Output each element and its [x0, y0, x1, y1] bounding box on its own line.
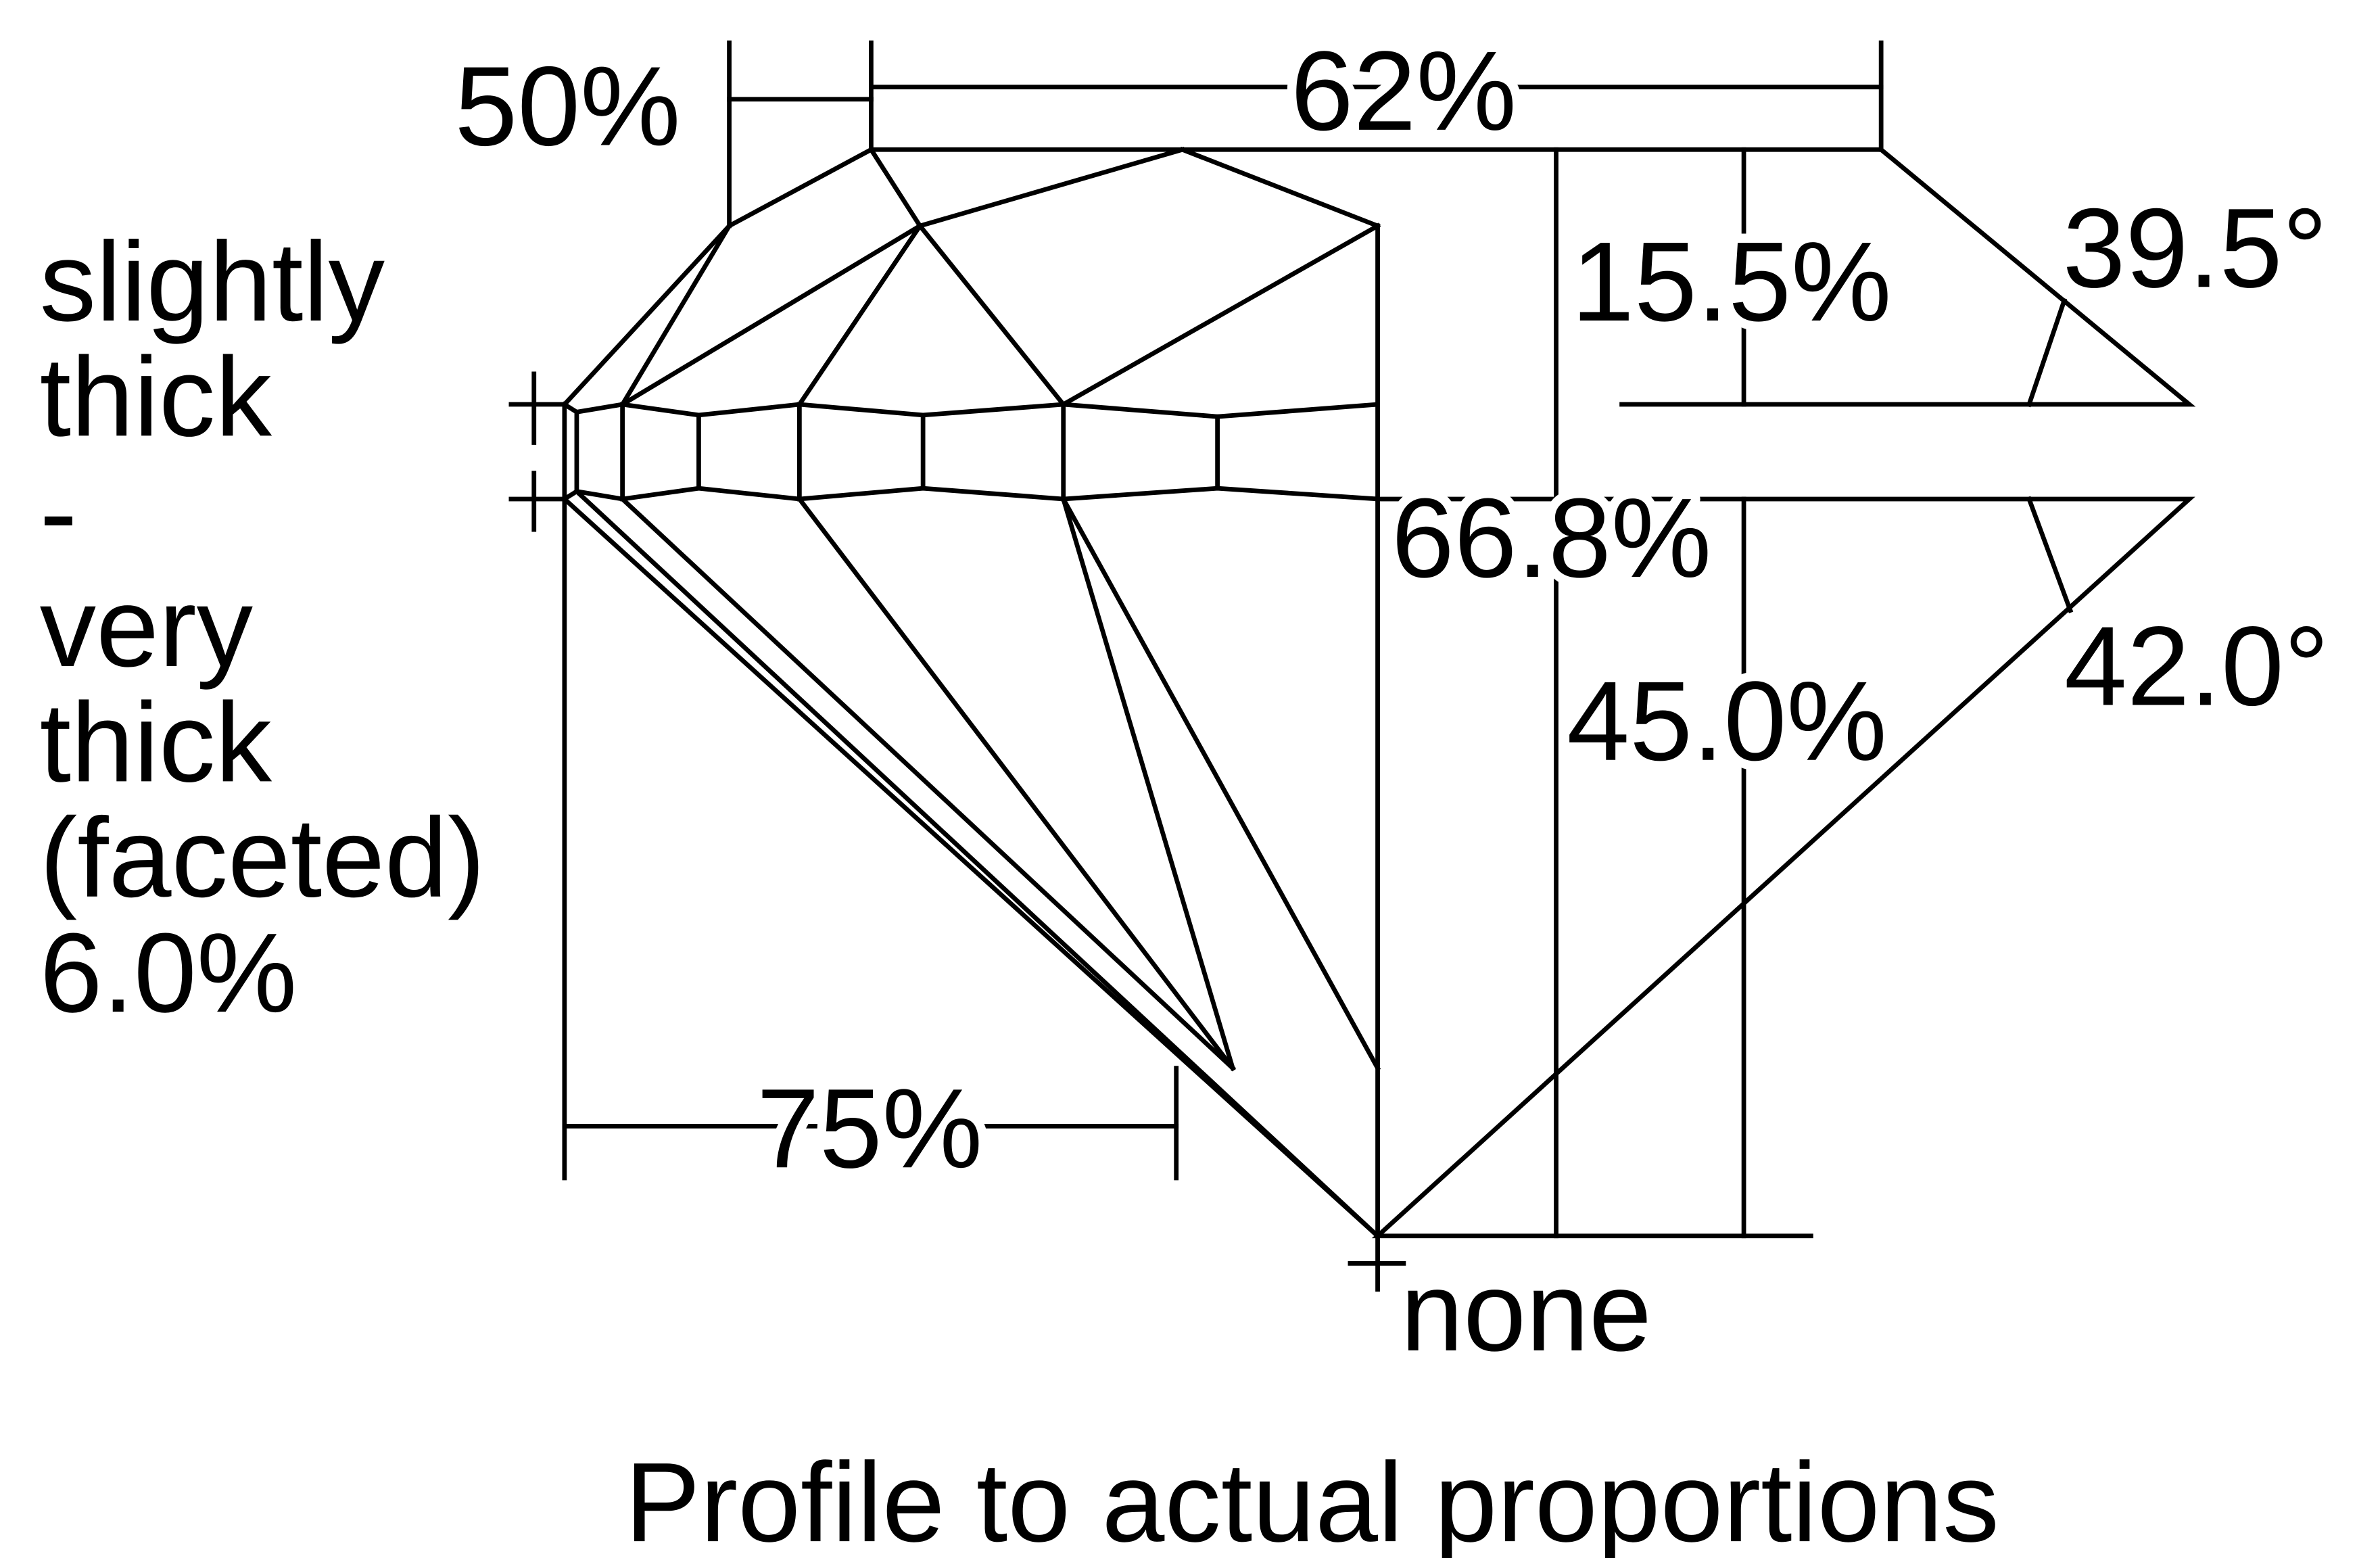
girdle-line: - — [40, 450, 78, 575]
girdle-line: thick — [40, 334, 272, 460]
girdle-line: 6.0% — [40, 910, 298, 1036]
label: none — [1400, 1249, 1651, 1375]
label: 66.8% — [1391, 475, 1711, 601]
girdle-line: thick — [40, 680, 272, 805]
girdle-line: (faceted) — [40, 795, 485, 921]
label: 15.5% — [1571, 219, 1891, 345]
label: 62% — [1291, 28, 1517, 154]
label: 50% — [454, 43, 680, 169]
girdle-line: slightly — [40, 219, 385, 345]
label: 45.0% — [1567, 659, 1886, 784]
label: 42.0° — [2064, 604, 2329, 730]
label: 39.5° — [2063, 185, 2328, 311]
caption: Profile to actual proportions — [625, 1440, 1999, 1558]
label: 75% — [757, 1066, 982, 1191]
girdle-line: very — [40, 565, 254, 690]
diamond-profile — [508, 40, 2196, 1292]
